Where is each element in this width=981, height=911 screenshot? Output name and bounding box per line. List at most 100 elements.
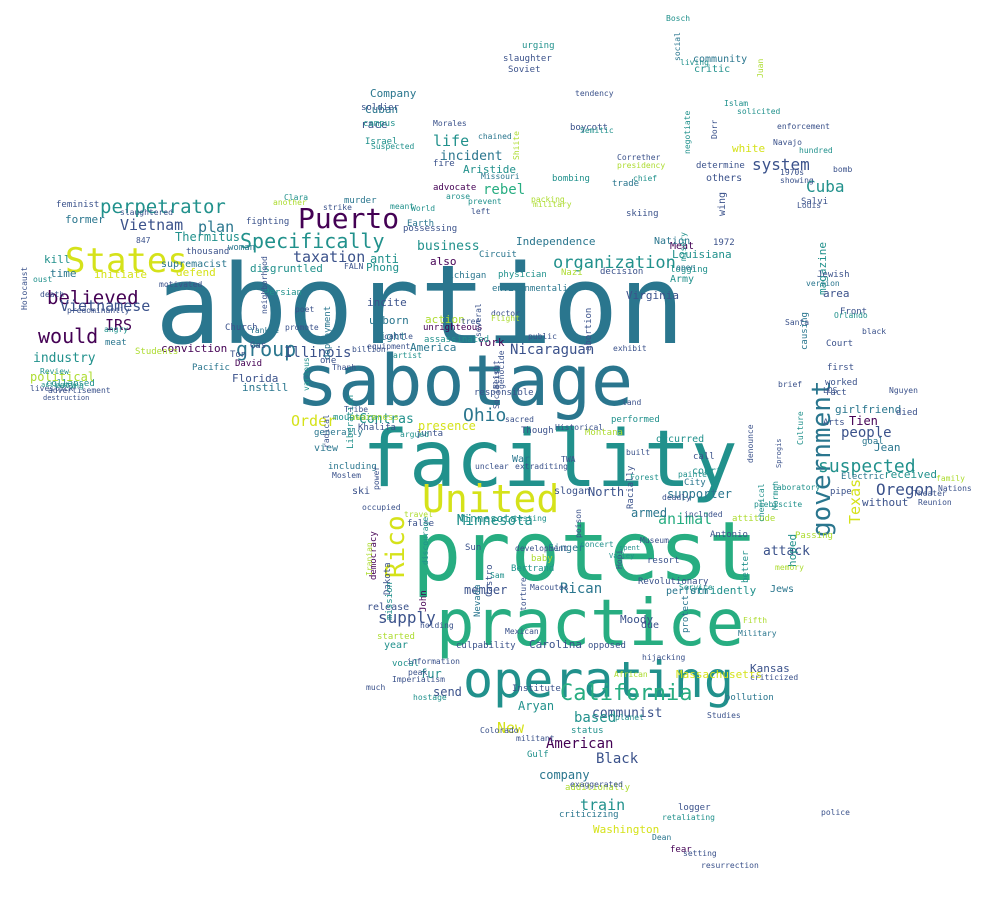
word-173: advocate <box>433 183 476 193</box>
word-244: exhibit <box>613 344 647 353</box>
word-237: activity <box>41 381 75 389</box>
word-166: Earth <box>407 219 434 229</box>
word-363: various <box>302 357 311 391</box>
word-179: misery <box>679 232 688 261</box>
word-10: California <box>560 681 692 706</box>
word-59: fur <box>420 667 442 681</box>
word-262: laboratory <box>772 483 820 492</box>
word-82: Moody <box>620 613 653 626</box>
word-95: unborn <box>369 314 409 327</box>
word-191: attitude <box>732 514 775 524</box>
word-22: Vietnam <box>120 216 183 234</box>
word-158: supremacist <box>161 259 227 270</box>
word-332: extraditing <box>515 462 568 471</box>
word-307: chained <box>478 132 512 141</box>
word-286: resurrection <box>701 861 759 870</box>
word-126: ski <box>352 486 370 497</box>
word-14: believed <box>47 287 139 309</box>
word-200: Sun <box>465 543 481 553</box>
word-86: magazine <box>816 242 829 295</box>
word-143: better <box>741 550 751 583</box>
word-31: Texas <box>846 479 864 524</box>
word-305: tendency <box>575 89 614 98</box>
word-76: Washington <box>593 823 659 836</box>
word-248: Louis <box>797 201 821 210</box>
word-362: Fifth <box>743 616 767 625</box>
word-234: livestock <box>30 384 74 393</box>
word-301: open <box>676 263 695 272</box>
word-15: would <box>38 324 98 348</box>
word-316: another <box>273 198 307 207</box>
word-138: opposed <box>588 641 626 651</box>
word-182: Court <box>826 339 853 349</box>
word-88: area <box>823 287 850 300</box>
word-346: Socialist <box>492 365 501 409</box>
word-192: City <box>684 478 706 488</box>
word-55: anti <box>370 252 399 266</box>
word-187: died <box>896 408 918 418</box>
word-77: Louisiana <box>672 248 732 261</box>
word-33: Nicaraguan <box>510 342 594 358</box>
word-326: billion <box>352 345 386 354</box>
word-292: bomb <box>833 165 852 174</box>
word-193: resort <box>647 556 680 566</box>
word-168: Soviet <box>508 65 541 75</box>
word-207: awareness <box>350 413 399 423</box>
word-287: setting <box>683 849 717 858</box>
word-295: living <box>680 58 709 67</box>
word-70: Thermitus <box>175 230 240 244</box>
word-73: presence <box>418 419 476 433</box>
word-57: Aryan <box>518 699 554 713</box>
word-119: call <box>693 452 715 462</box>
word-90: America <box>410 341 456 354</box>
word-243: public <box>528 332 557 341</box>
word-98: former <box>65 213 105 226</box>
word-252: black <box>862 327 886 336</box>
word-39: incident <box>440 149 503 164</box>
word-299: negotiate <box>683 110 692 154</box>
word-311: left <box>471 207 490 216</box>
word-219: decision <box>600 267 643 277</box>
word-44: New <box>497 719 525 737</box>
word-47: train <box>580 796 625 814</box>
word-188: goal <box>862 437 884 447</box>
word-238: destruction <box>43 394 89 402</box>
word-226: Church <box>225 323 258 333</box>
word-194: Revolutionary <box>638 577 709 587</box>
word-353: Museum <box>640 536 669 545</box>
word-325: equipment <box>367 342 411 351</box>
word-264: Nations <box>938 484 972 493</box>
word-171: campus <box>363 119 396 129</box>
word-183: first <box>827 363 854 373</box>
word-144: pollution <box>725 693 774 703</box>
word-338: occupied <box>362 503 401 512</box>
word-211: Though <box>521 426 554 436</box>
word-359: deadly <box>662 493 691 502</box>
word-199: baby <box>531 554 553 564</box>
word-28: animal <box>658 510 712 528</box>
word-69: Aristide <box>463 163 516 176</box>
word-204: discourage <box>421 517 430 565</box>
word-34: people <box>841 425 892 441</box>
word-239: several <box>474 303 483 337</box>
word-175: Missouri <box>481 172 520 181</box>
word-310: prevent <box>468 197 502 206</box>
word-314: World <box>411 204 435 213</box>
word-120: court <box>692 466 722 477</box>
word-317: Clara <box>284 193 308 202</box>
word-25: organization <box>553 253 676 273</box>
word-99: Cuban <box>365 103 398 116</box>
word-224: Yankee <box>250 326 279 335</box>
word-345: Beirut <box>492 360 501 389</box>
word-312: Morales <box>433 119 467 128</box>
word-277: hijacking <box>642 653 686 662</box>
word-150: Gulf <box>527 750 549 760</box>
word-306: Shiite <box>512 131 521 160</box>
word-49: based <box>574 710 616 726</box>
word-48: communist <box>592 706 662 721</box>
word-75: Massachusetts <box>676 668 762 681</box>
word-233: oust <box>33 275 52 284</box>
word-100: race <box>361 118 388 131</box>
word-329: radical <box>322 414 331 448</box>
